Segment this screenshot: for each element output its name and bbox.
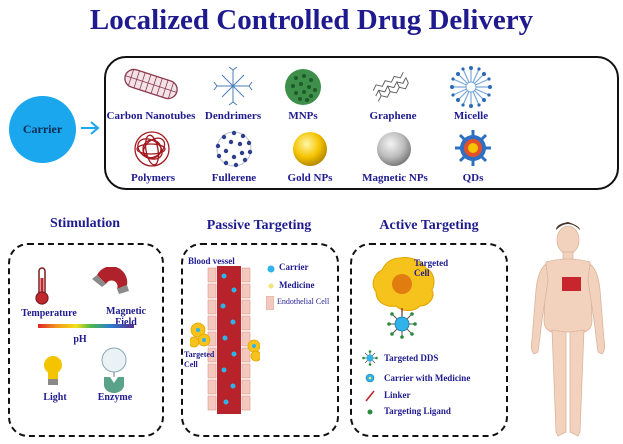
carrier-legend-dot [267, 265, 275, 273]
micelle-icon [450, 66, 492, 108]
carrier-label: Carrier [22, 122, 63, 136]
carrier-label-fullerene: Fullerene [211, 172, 257, 184]
legend-targeted-dds-label: Targeted DDS [384, 353, 439, 363]
fullerene-icon [215, 130, 253, 168]
target-site-marker [562, 277, 581, 291]
passive-targeted-cell-label: Targeted Cell [184, 350, 215, 369]
human-body-illustration [530, 222, 606, 437]
magnetic-field-label: Magnetic Field [106, 306, 146, 328]
carrier-label-qds: QDs [462, 172, 484, 184]
blood-vessel-label: Blood vessel [188, 256, 235, 266]
targeting-ligand-icon [367, 409, 373, 415]
ph-label: pH [73, 334, 87, 345]
legend-linker-label: Linker [384, 390, 411, 400]
stimulation-title: Stimulation [49, 216, 120, 231]
qd-icon [455, 130, 491, 166]
enzyme-icon [101, 347, 127, 393]
linker-icon [365, 390, 375, 402]
legend-endothelial-label: Endothelial Cell [277, 297, 330, 306]
arrow-icon [81, 121, 100, 135]
polymer-icon [134, 131, 170, 167]
light-label: Light [43, 392, 67, 403]
gold-np-icon [293, 132, 327, 166]
legend-targeting-ligand-label: Targeting Ligand [384, 406, 451, 416]
passive-targeting-title: Passive Targeting [206, 218, 312, 233]
endothelial-legend-cell [266, 296, 274, 310]
active-targeted-cell-diagram [372, 257, 435, 339]
active-targeted-cell-label: Targeted Cell [414, 258, 449, 278]
carrier-label-graphene: Graphene [369, 110, 417, 122]
dendrimer-icon [213, 66, 253, 106]
carrier-label-gold-nps: Gold NPs [287, 172, 333, 184]
graphene-icon [372, 71, 409, 102]
carbon-nanotube-icon [124, 68, 178, 100]
thermometer-icon [35, 267, 49, 305]
active-targeting-title: Active Targeting [379, 218, 479, 233]
carrier-label-carbon-nanotubes: Carbon Nanotubes [106, 110, 196, 122]
magnetic-np-icon [377, 132, 411, 166]
carrier-types-box [104, 56, 619, 190]
ph-scale-bar [38, 324, 134, 328]
active-targeting-panel [350, 243, 508, 437]
legend-carrier-label: Carrier [279, 262, 309, 272]
carrier-label-dendrimers: Dendrimers [204, 110, 262, 122]
temperature-label: Temperature [21, 308, 77, 319]
enzyme-label: Enzyme [97, 392, 133, 403]
medicine-legend-dot [268, 283, 274, 289]
carrier-label-magnetic-nps: Magnetic NPs [362, 172, 428, 184]
targeted-dds-icon [362, 350, 378, 366]
light-bulb-icon [44, 356, 62, 385]
stimulation-panel [8, 243, 164, 437]
carrier-medicine-icon [365, 373, 375, 383]
legend-medicine-label: Medicine [279, 280, 315, 290]
mnp-sphere-icon [285, 69, 321, 105]
carrier-label-micelle: Micelle [453, 110, 489, 122]
carrier-label-mnps: MNPs [288, 110, 318, 122]
blood-vessel-diagram [190, 266, 260, 414]
passive-targeting-panel [181, 243, 339, 437]
carrier-circle: Carrier [9, 96, 76, 163]
legend-carrier-medicine-label: Carrier with Medicine [384, 373, 471, 383]
magnet-icon [92, 267, 129, 294]
carrier-label-polymers: Polymers [131, 172, 175, 184]
page-title: Localized Controlled Drug Delivery [89, 4, 534, 36]
